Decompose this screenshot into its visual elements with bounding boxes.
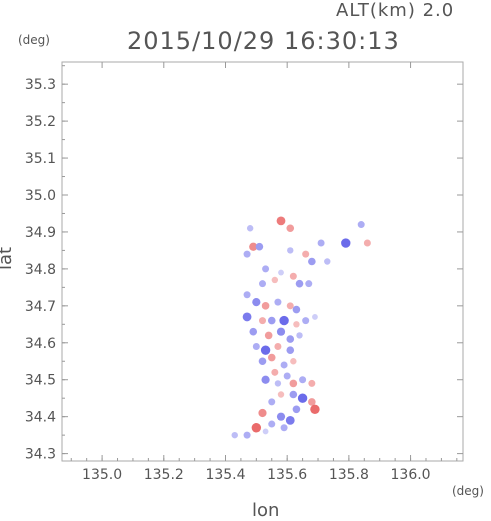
data-point (259, 317, 266, 325)
data-point (268, 398, 276, 406)
data-point (295, 279, 304, 288)
data-point (261, 375, 270, 384)
data-point (308, 379, 316, 387)
data-point (249, 242, 258, 251)
data-point (277, 391, 285, 398)
x-tick-label: 135.4 (205, 467, 245, 483)
data-point (271, 276, 279, 284)
data-point (271, 368, 279, 376)
data-point (258, 357, 267, 366)
y-tick-label: 35.2 (25, 114, 56, 130)
data-point (357, 221, 365, 229)
chart-title: 2015/10/29 16:30:13 (127, 27, 400, 55)
x-tick-label: 135.0 (82, 467, 122, 483)
data-point (251, 423, 262, 433)
y-tick-label: 34.7 (25, 299, 56, 315)
data-point (308, 257, 316, 266)
data-point (286, 335, 295, 343)
data-point (283, 372, 291, 380)
data-point (297, 393, 308, 403)
data-point (280, 361, 288, 369)
data-point (299, 376, 307, 384)
data-point (293, 321, 300, 328)
x-tick-label: 135.6 (267, 467, 307, 483)
data-point (317, 239, 325, 247)
data-point (246, 225, 254, 232)
y-tick-label: 34.9 (25, 225, 56, 241)
data-point (242, 312, 252, 322)
y-tick-label: 34.5 (25, 373, 56, 389)
x-tick-label: 135.2 (144, 467, 184, 483)
data-point (274, 342, 282, 350)
y-unit-label: (deg) (18, 33, 50, 47)
data-point (289, 390, 298, 399)
data-point (290, 358, 297, 365)
altitude-label: ALT(km) 2.0 (336, 0, 455, 21)
data-point (259, 280, 266, 288)
data-point (279, 315, 289, 326)
data-point (341, 238, 351, 248)
y-tick-label: 35.3 (25, 77, 56, 93)
data-point (261, 302, 270, 310)
data-point (267, 316, 276, 325)
data-point (310, 404, 320, 414)
data-point (276, 216, 286, 226)
data-point (305, 280, 313, 288)
data-point (252, 342, 260, 350)
data-point (262, 428, 269, 435)
data-point (264, 331, 273, 340)
data-point (258, 408, 267, 418)
data-point (268, 420, 276, 428)
y-tick-label: 35.1 (25, 151, 56, 167)
data-point (274, 380, 282, 387)
data-point (286, 346, 295, 354)
data-point (308, 398, 316, 406)
data-point (243, 250, 251, 258)
y-tick-label: 34.6 (25, 336, 56, 352)
data-point (289, 272, 297, 280)
y-tick-label: 34.4 (25, 410, 56, 426)
data-point (302, 250, 310, 258)
plot-frame (61, 61, 464, 462)
data-point (276, 327, 286, 336)
data-point (262, 265, 270, 273)
data-point (287, 247, 294, 254)
data-point (260, 345, 271, 355)
data-point (278, 269, 284, 276)
data-point (324, 258, 331, 265)
y-tick-label: 35.0 (25, 188, 56, 204)
data-point (280, 424, 288, 432)
data-point (292, 305, 301, 314)
data-point (243, 291, 251, 299)
data-point (249, 327, 258, 336)
data-point (363, 239, 371, 247)
x-tick-label: 135.8 (329, 467, 369, 483)
data-point (285, 415, 295, 425)
data-point (274, 298, 282, 306)
data-point (286, 224, 295, 233)
x-axis-label: lon (252, 500, 280, 521)
data-point (252, 298, 261, 307)
data-point (276, 412, 286, 421)
data-point (255, 242, 264, 251)
x-tick-label: 136.0 (391, 467, 431, 483)
data-point (296, 332, 303, 339)
data-point (289, 379, 298, 388)
x-unit-label: (deg) (452, 484, 484, 498)
data-point (302, 317, 310, 325)
data-point (286, 302, 294, 310)
y-tick-label: 34.3 (25, 447, 56, 463)
data-point (231, 431, 238, 439)
data-point (267, 353, 276, 362)
data-point (292, 405, 301, 414)
y-tick-label: 34.8 (25, 262, 56, 278)
data-point (243, 431, 251, 439)
data-point (312, 314, 318, 320)
